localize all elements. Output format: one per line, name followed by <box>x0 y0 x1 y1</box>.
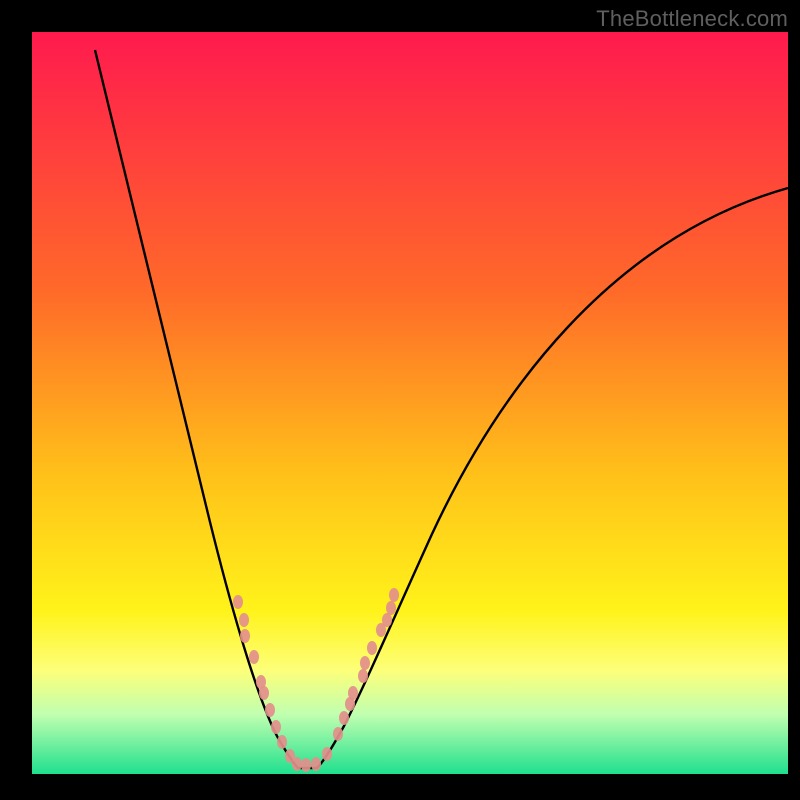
chart-svg <box>32 32 788 774</box>
data-marker <box>348 686 358 700</box>
bottleneck-curve <box>95 50 788 768</box>
marker-group <box>233 588 399 772</box>
data-marker <box>265 703 275 717</box>
data-marker <box>285 749 295 763</box>
data-marker <box>301 758 311 772</box>
data-marker <box>271 720 281 734</box>
data-marker <box>382 613 392 627</box>
data-marker <box>259 686 269 700</box>
data-marker <box>240 629 250 643</box>
data-marker <box>345 697 355 711</box>
data-marker <box>249 650 259 664</box>
data-marker <box>311 757 321 771</box>
data-marker <box>322 747 332 761</box>
data-marker <box>233 595 243 609</box>
data-marker <box>360 656 370 670</box>
data-marker <box>386 601 396 615</box>
data-marker <box>333 727 343 741</box>
data-marker <box>256 675 266 689</box>
data-marker <box>339 711 349 725</box>
data-marker <box>376 623 386 637</box>
data-marker <box>277 735 287 749</box>
data-marker <box>367 641 377 655</box>
data-marker <box>389 588 399 602</box>
watermark-text: TheBottleneck.com <box>596 6 788 32</box>
data-marker <box>292 757 302 771</box>
data-marker <box>239 613 249 627</box>
data-marker <box>358 669 368 683</box>
plot-area <box>32 32 788 774</box>
